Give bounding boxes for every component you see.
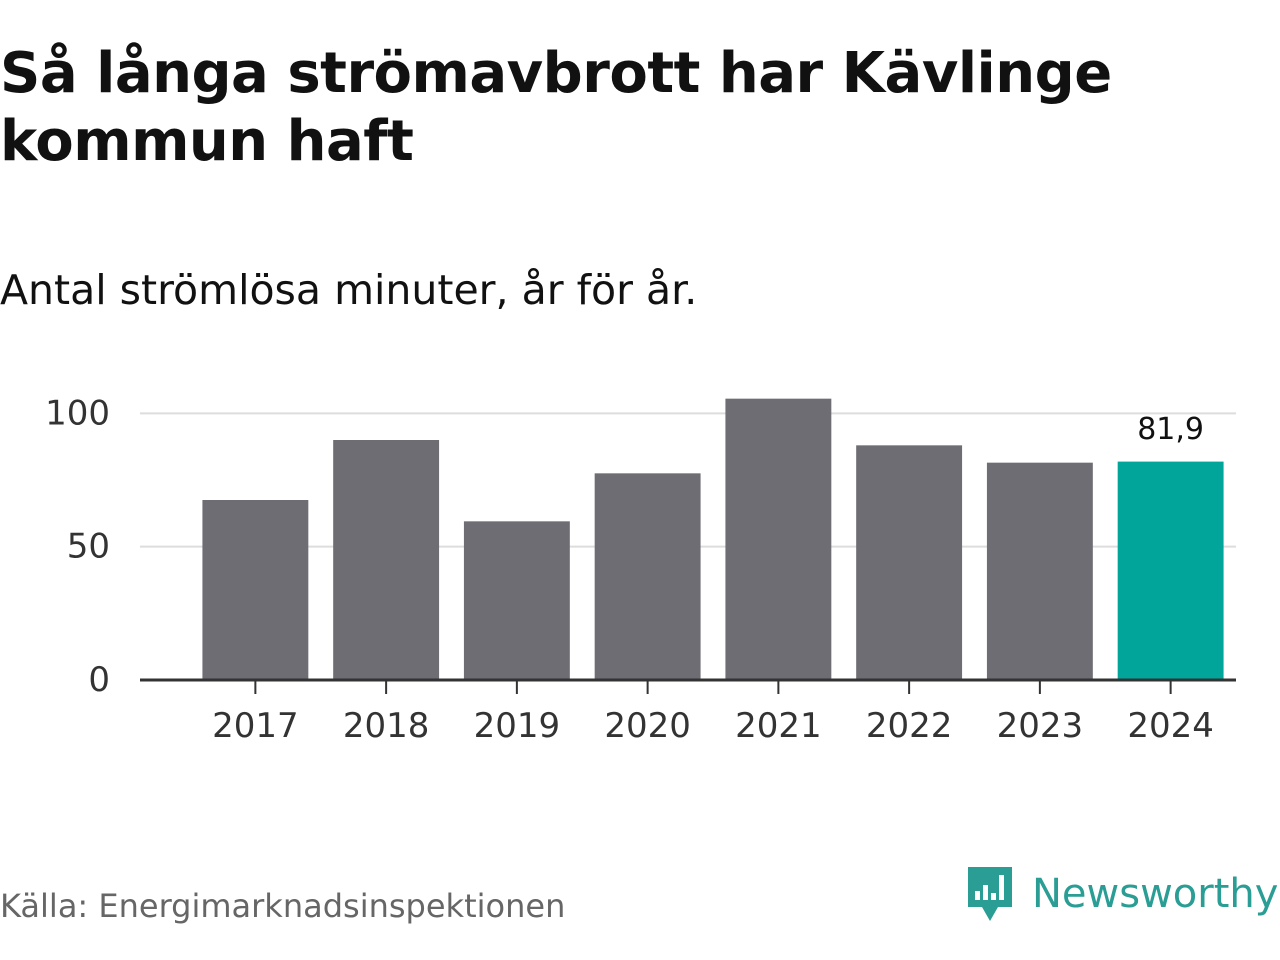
bar-2017 — [202, 500, 309, 680]
chart-subtitle: Antal strömlösa minuter, år för år. — [0, 266, 698, 314]
source-note: Källa: Energimarknadsinspektionen — [0, 887, 566, 925]
brand-name: Newsworthy — [1032, 871, 1279, 917]
x-tick-label: 2022 — [866, 706, 953, 746]
data-labels: 81,9 — [1137, 412, 1204, 447]
newsworthy-logo-icon — [968, 867, 1012, 921]
chart-title: Så långa strömavbrott har Kävlinge kommu… — [0, 41, 1112, 174]
x-tick-label: 2019 — [474, 706, 561, 746]
x-tick-label: 2021 — [735, 706, 822, 746]
bar-2022 — [856, 445, 963, 680]
bar-2021 — [725, 398, 832, 680]
bar-2020 — [594, 473, 701, 680]
y-tick-label: 50 — [67, 527, 110, 567]
bar-2019 — [463, 521, 570, 680]
brand-logo: Newsworthy — [964, 862, 1278, 926]
x-tick-label: 2024 — [1127, 706, 1214, 746]
x-tick-label: 2020 — [604, 706, 691, 746]
x-tick-label: 2023 — [997, 706, 1084, 746]
y-tick-label: 100 — [45, 393, 110, 433]
bar-2024 — [1117, 461, 1224, 680]
x-tick-label: 2017 — [212, 706, 299, 746]
y-axis-tick-labels: 0 50 100 — [45, 393, 110, 700]
y-tick-label: 0 — [88, 660, 110, 700]
x-tick-label: 2018 — [343, 706, 430, 746]
bar-2023 — [986, 462, 1093, 680]
bars — [202, 398, 1224, 680]
x-axis-ticks: 2017 2018 2019 2020 2021 2022 2023 2024 — [212, 680, 1214, 746]
bar-2018 — [333, 440, 440, 680]
data-label: 81,9 — [1137, 412, 1204, 447]
